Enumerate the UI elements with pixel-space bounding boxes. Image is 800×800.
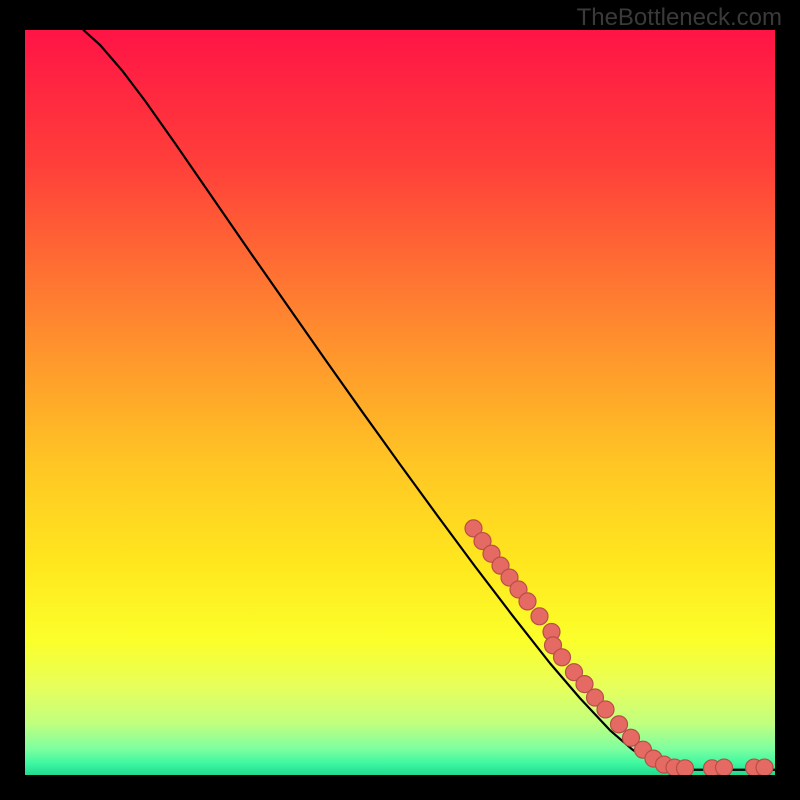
data-marker — [519, 593, 536, 610]
data-marker — [716, 759, 733, 775]
attribution-text: TheBottleneck.com — [577, 4, 782, 32]
data-marker — [611, 716, 628, 733]
data-marker — [677, 760, 694, 775]
plot-svg — [25, 30, 775, 775]
gradient-background — [25, 30, 775, 775]
plot-area — [25, 30, 775, 775]
data-marker — [756, 759, 773, 775]
data-marker — [531, 608, 548, 625]
data-marker — [597, 701, 614, 718]
chart-stage: TheBottleneck.com — [0, 0, 800, 800]
data-marker — [554, 649, 571, 666]
